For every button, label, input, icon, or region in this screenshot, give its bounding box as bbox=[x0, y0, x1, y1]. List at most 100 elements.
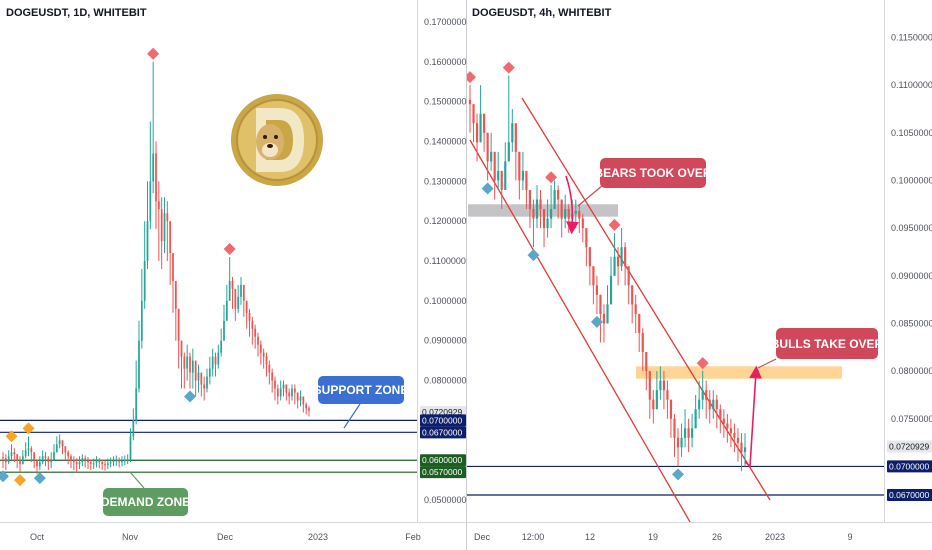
candle-body bbox=[539, 199, 542, 210]
candle bbox=[616, 247, 620, 286]
candle bbox=[595, 275, 599, 314]
bulls-take-over-label bbox=[776, 328, 878, 359]
candle-body bbox=[564, 209, 567, 219]
candle-body bbox=[75, 462, 78, 465]
candle-body bbox=[194, 360, 197, 381]
candle bbox=[705, 380, 708, 419]
candle bbox=[166, 201, 169, 261]
candle bbox=[274, 376, 276, 401]
candle bbox=[613, 232, 616, 276]
price-badge: 0.0600000 bbox=[420, 454, 466, 467]
time-tick-label: 9 bbox=[847, 532, 852, 542]
candle bbox=[535, 185, 539, 229]
price-badge-text: 0.0570000 bbox=[422, 467, 462, 477]
candle-body bbox=[641, 332, 644, 353]
candle-body bbox=[475, 123, 479, 143]
candle bbox=[308, 406, 310, 417]
candle-body bbox=[535, 199, 539, 219]
signal-marker-red bbox=[608, 218, 621, 231]
candle-body bbox=[2, 457, 4, 459]
candle-body bbox=[206, 376, 208, 389]
candle bbox=[146, 181, 149, 269]
price-tick-label: 0.0750000 bbox=[891, 414, 932, 424]
candle-body bbox=[138, 340, 140, 389]
candle-body bbox=[655, 390, 658, 410]
candle bbox=[163, 197, 166, 254]
candle bbox=[95, 456, 98, 468]
candle-body bbox=[669, 399, 673, 419]
candle-body bbox=[507, 142, 510, 162]
candle bbox=[138, 320, 140, 393]
time-tick-label: 19 bbox=[648, 532, 658, 542]
candle-body bbox=[288, 392, 291, 397]
candle-body bbox=[197, 372, 200, 381]
candle-body bbox=[245, 300, 248, 313]
candle-body bbox=[55, 444, 58, 453]
demand-zone-pointer bbox=[129, 471, 145, 489]
candle bbox=[55, 436, 58, 453]
candle-body bbox=[98, 461, 101, 463]
candle bbox=[691, 414, 694, 448]
candle bbox=[578, 204, 581, 233]
candle-body bbox=[299, 396, 302, 401]
candle-body bbox=[627, 266, 630, 286]
candle bbox=[296, 392, 299, 409]
candle-body bbox=[44, 456, 47, 459]
candle-body bbox=[521, 170, 524, 181]
time-tick-label: Feb bbox=[405, 532, 421, 542]
right-chart-panel: DOGEUSDT, 4h, WHITEBIT 0.1150000 0.110000… bbox=[467, 7, 932, 542]
bears-took-over-text: BEARS TOOK OVER bbox=[594, 166, 711, 180]
price-tick-label: 0.1000000 bbox=[891, 175, 932, 185]
candle-body bbox=[217, 352, 220, 365]
candle bbox=[149, 121, 152, 230]
candle-body bbox=[701, 390, 704, 400]
candle bbox=[627, 266, 630, 305]
candle bbox=[248, 308, 251, 337]
candle-body bbox=[694, 409, 697, 429]
candle bbox=[112, 456, 115, 467]
candle-body bbox=[169, 221, 172, 254]
candle-body bbox=[4, 458, 7, 463]
candle bbox=[698, 380, 701, 419]
candle-body bbox=[112, 461, 115, 463]
candle-body bbox=[70, 456, 72, 461]
price-badge: 0.0720929 bbox=[887, 440, 932, 453]
candle-body bbox=[123, 460, 126, 462]
candle-body bbox=[41, 456, 44, 463]
price-badge-text: 0.0600000 bbox=[422, 455, 462, 465]
candle-body bbox=[104, 464, 106, 466]
candle bbox=[648, 371, 651, 419]
bears-took-over-label bbox=[600, 158, 706, 188]
candle bbox=[490, 132, 493, 171]
right-price-axis: 0.1150000 0.1100000 0.1050000 0.1000000 0.09… bbox=[891, 32, 932, 423]
candle bbox=[666, 380, 669, 419]
candle bbox=[645, 352, 648, 391]
price-tick-label: 0.1200000 bbox=[424, 216, 467, 226]
support-zone-text: SUPPORT ZONE bbox=[314, 383, 409, 397]
candle-body bbox=[64, 446, 67, 453]
candle bbox=[302, 396, 305, 413]
candle bbox=[620, 228, 623, 272]
candle bbox=[106, 458, 109, 469]
candle bbox=[669, 399, 673, 438]
candle bbox=[129, 428, 132, 463]
candle-body bbox=[72, 460, 75, 463]
candle-body bbox=[259, 344, 262, 353]
candle bbox=[223, 304, 225, 341]
price-tick-label: 0.1150000 bbox=[891, 32, 932, 42]
candle-body bbox=[308, 408, 310, 411]
signal-marker-blue bbox=[33, 472, 46, 485]
candle-body bbox=[129, 436, 132, 460]
candle-body bbox=[698, 399, 701, 410]
candle-body bbox=[483, 113, 486, 133]
support-zone-label bbox=[318, 376, 404, 404]
price-badge-text: 0.0720929 bbox=[422, 407, 462, 417]
left-chart-title: DOGEUSDT, 1D, WHITEBIT bbox=[6, 7, 147, 19]
candle-body bbox=[592, 266, 595, 286]
candle-body bbox=[121, 461, 123, 463]
candle bbox=[719, 404, 722, 434]
candle bbox=[7, 450, 10, 465]
candle-body bbox=[84, 458, 87, 461]
candle-body bbox=[208, 368, 211, 377]
